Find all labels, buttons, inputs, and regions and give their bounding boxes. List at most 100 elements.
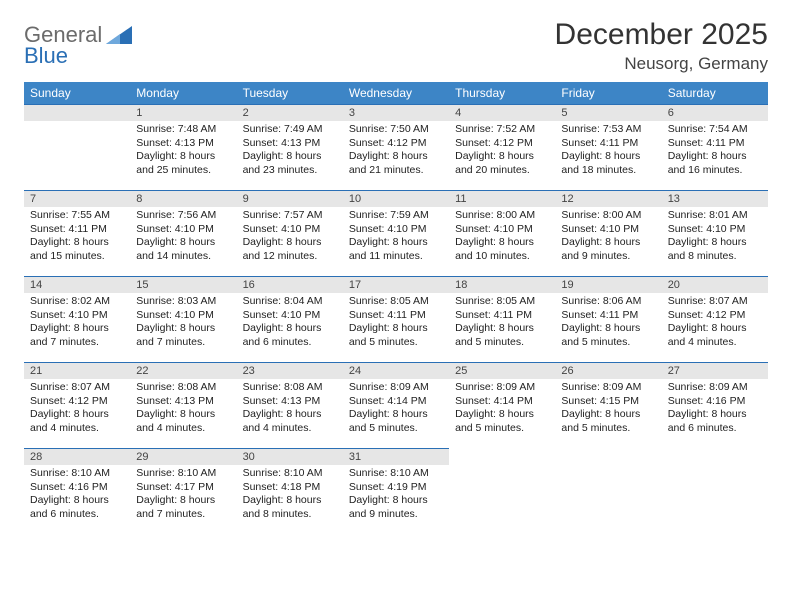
daylight-line1: Daylight: 8 hours xyxy=(243,494,337,508)
day-details: Sunrise: 8:05 AMSunset: 4:11 PMDaylight:… xyxy=(449,293,555,354)
day-number: 1 xyxy=(130,104,236,121)
sunrise-line: Sunrise: 8:10 AM xyxy=(243,467,337,481)
day-number: 22 xyxy=(130,362,236,379)
calendar-day-cell: 8Sunrise: 7:56 AMSunset: 4:10 PMDaylight… xyxy=(130,190,236,276)
day-details: Sunrise: 8:06 AMSunset: 4:11 PMDaylight:… xyxy=(555,293,661,354)
daylight-line1: Daylight: 8 hours xyxy=(243,236,337,250)
calendar-day-cell: 30 Sunrise: 8:10 AMSunset: 4:18 PMDayligh… xyxy=(237,448,343,534)
day-details: Sunrise: 7:59 AMSunset: 4:10 PMDaylight:… xyxy=(343,207,449,268)
calendar-week-row: 1 Sunrise: 7:48 AMSunset: 4:13 PM Daylight… xyxy=(24,104,768,190)
daylight-line2: and 5 minutes. xyxy=(455,422,549,436)
day-number: 5 xyxy=(555,104,661,121)
calendar-empty-cell xyxy=(449,448,555,534)
calendar-day-cell: 25Sunrise: 8:09 AMSunset: 4:14 PMDayligh… xyxy=(449,362,555,448)
sunrise-line: Sunrise: 7:48 AM xyxy=(136,123,230,137)
sunset-line: Sunset: 4:10 PM xyxy=(136,309,230,323)
daylight-line1: Daylight: 8 hours xyxy=(136,408,230,422)
sunset-line: Sunset: 4:11 PM xyxy=(30,223,124,237)
logo-word2: Blue xyxy=(24,45,102,67)
day-details: Sunrise: 8:09 AMSunset: 4:14 PMDaylight:… xyxy=(343,379,449,440)
daylight-line1: Daylight: 8 hours xyxy=(136,494,230,508)
sunset-line: Sunset: 4:11 PM xyxy=(349,309,443,323)
sunrise-line: Sunrise: 8:07 AM xyxy=(668,295,762,309)
sunrise-line: Sunrise: 8:01 AM xyxy=(668,209,762,223)
daylight-line2: and 5 minutes. xyxy=(349,422,443,436)
calendar-day-cell: 29Sunrise: 8:10 AMSunset: 4:17 PMDayligh… xyxy=(130,448,236,534)
calendar-day-cell: 13Sunrise: 8:01 AMSunset: 4:10 PMDayligh… xyxy=(662,190,768,276)
sunrise-line: Sunrise: 8:05 AM xyxy=(455,295,549,309)
day-details: Sunrise: 8:07 AMSunset: 4:12 PMDaylight:… xyxy=(662,293,768,354)
calendar-day-cell: 10Sunrise: 7:59 AMSunset: 4:10 PMDayligh… xyxy=(343,190,449,276)
daylight-line2: and 12 minutes. xyxy=(243,250,337,264)
sunrise-line: Sunrise: 8:09 AM xyxy=(455,381,549,395)
day-number: 21 xyxy=(24,362,130,379)
day-details: Sunrise: 7:54 AMSunset: 4:11 PMDaylight:… xyxy=(662,121,768,182)
daylight-line2: and 4 minutes. xyxy=(243,422,337,436)
sunrise-line: Sunrise: 7:59 AM xyxy=(349,209,443,223)
daylight-line1: Daylight: 8 hours xyxy=(30,322,124,336)
header: General Blue December 2025 Neusorg, Germ… xyxy=(24,18,768,74)
calendar-day-cell: 17Sunrise: 8:05 AMSunset: 4:11 PMDayligh… xyxy=(343,276,449,362)
day-details: Sunrise: 8:09 AMSunset: 4:15 PMDaylight:… xyxy=(555,379,661,440)
daylight-line1: Daylight: 8 hours xyxy=(561,408,655,422)
weekday-header-row: SundayMondayTuesdayWednesdayThursdayFrid… xyxy=(24,82,768,104)
day-details: Sunrise: 8:10 AMSunset: 4:16 PMDaylight:… xyxy=(24,465,130,526)
day-details: Sunrise: 7:50 AMSunset: 4:12 PMDaylight:… xyxy=(343,121,449,182)
daylight-line2: and 21 minutes. xyxy=(349,164,443,178)
daylight-line2: and 14 minutes. xyxy=(136,250,230,264)
sunrise-line: Sunrise: 8:00 AM xyxy=(455,209,549,223)
day-number: 19 xyxy=(555,276,661,293)
calendar-day-cell: 19Sunrise: 8:06 AMSunset: 4:11 PMDayligh… xyxy=(555,276,661,362)
sunrise-line: Sunrise: 7:56 AM xyxy=(136,209,230,223)
day-number: 27 xyxy=(662,362,768,379)
day-details: Sunrise: 8:01 AMSunset: 4:10 PMDaylight:… xyxy=(662,207,768,268)
daylight-line1: Daylight: 8 hours xyxy=(668,150,762,164)
sunset-line: Sunset: 4:16 PM xyxy=(30,481,124,495)
calendar-empty-cell xyxy=(555,448,661,534)
sunset-line: Sunset: 4:13 PM xyxy=(136,137,230,151)
day-number: 11 xyxy=(449,190,555,207)
sunset-line: Sunset: 4:10 PM xyxy=(136,223,230,237)
day-number: 15 xyxy=(130,276,236,293)
daylight-line1: Daylight: 8 hours xyxy=(668,236,762,250)
sunset-line: Sunset: 4:10 PM xyxy=(243,309,337,323)
calendar-table: SundayMondayTuesdayWednesdayThursdayFrid… xyxy=(24,82,768,534)
daylight-line2: and 25 minutes. xyxy=(136,164,230,178)
day-number: 26 xyxy=(555,362,661,379)
daylight-line2: and 23 minutes. xyxy=(243,164,337,178)
sunset-line: Sunset: 4:11 PM xyxy=(455,309,549,323)
sunrise-line: Sunrise: 7:57 AM xyxy=(243,209,337,223)
daylight-line1: Daylight: 8 hours xyxy=(243,150,337,164)
sunset-line: Sunset: 4:11 PM xyxy=(668,137,762,151)
day-details: Sunrise: 7:55 AMSunset: 4:11 PMDaylight:… xyxy=(24,207,130,268)
calendar-week-row: 14Sunrise: 8:02 AMSunset: 4:10 PMDayligh… xyxy=(24,276,768,362)
day-details: Sunrise: 7:57 AMSunset: 4:10 PMDaylight:… xyxy=(237,207,343,268)
daylight-line1: Daylight: 8 hours xyxy=(561,150,655,164)
sunset-line: Sunset: 4:15 PM xyxy=(561,395,655,409)
day-number: 17 xyxy=(343,276,449,293)
calendar-day-cell: 5Sunrise: 7:53 AMSunset: 4:11 PMDaylight… xyxy=(555,104,661,190)
sunset-line: Sunset: 4:18 PM xyxy=(243,481,337,495)
day-details: Sunrise: 8:08 AMSunset: 4:13 PMDaylight:… xyxy=(237,379,343,440)
day-number: 28 xyxy=(24,448,130,465)
sunrise-line: Sunrise: 8:08 AM xyxy=(243,381,337,395)
day-number: 3 xyxy=(343,104,449,121)
calendar-day-cell: 7Sunrise: 7:55 AMSunset: 4:11 PMDaylight… xyxy=(24,190,130,276)
daylight-line1: Daylight: 8 hours xyxy=(349,494,443,508)
weekday-header: Monday xyxy=(130,82,236,104)
day-number: 10 xyxy=(343,190,449,207)
sunset-line: Sunset: 4:10 PM xyxy=(455,223,549,237)
logo-triangle-icon xyxy=(106,26,132,48)
day-number: 20 xyxy=(662,276,768,293)
daylight-line2: and 11 minutes. xyxy=(349,250,443,264)
calendar-day-cell: 6Sunrise: 7:54 AMSunset: 4:11 PMDaylight… xyxy=(662,104,768,190)
daylight-line1: Daylight: 8 hours xyxy=(668,322,762,336)
daylight-line1: Daylight: 8 hours xyxy=(30,236,124,250)
day-number: 14 xyxy=(24,276,130,293)
sunset-line: Sunset: 4:14 PM xyxy=(455,395,549,409)
day-number: 30 xyxy=(237,448,343,465)
day-number: 25 xyxy=(449,362,555,379)
daylight-line2: and 4 minutes. xyxy=(668,336,762,350)
daylight-line2: and 6 minutes. xyxy=(30,508,124,522)
sunrise-line: Sunrise: 8:09 AM xyxy=(349,381,443,395)
